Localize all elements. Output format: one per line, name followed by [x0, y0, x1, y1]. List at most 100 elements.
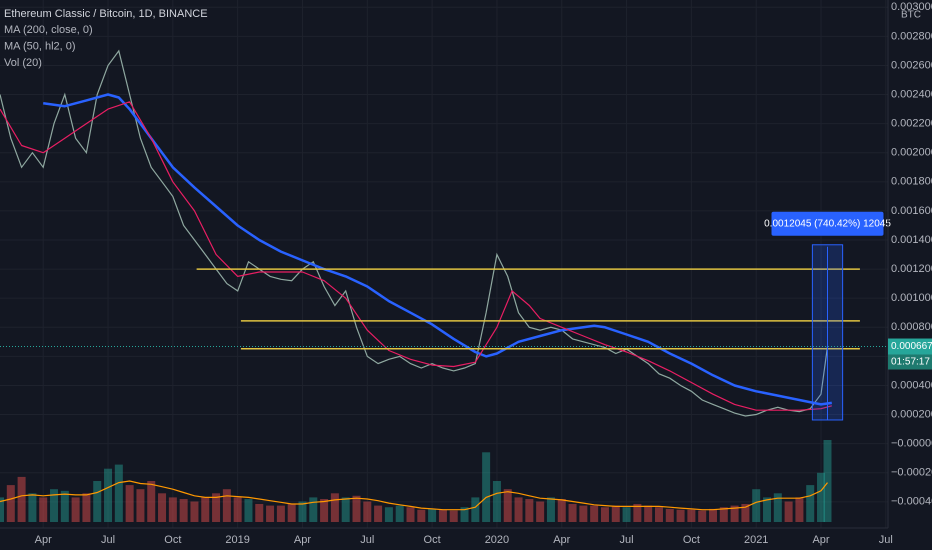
volume-bar — [568, 503, 577, 522]
y-tick-label: 0.0022000 — [891, 118, 932, 130]
volume-bar — [28, 493, 37, 522]
volume-bar — [449, 510, 458, 522]
volume-bar — [622, 507, 631, 522]
volume-bar — [17, 476, 26, 522]
y-tick-label: 0.0008000 — [891, 321, 932, 333]
volume-ma-line — [0, 480, 828, 511]
y-tick-label: −0.0002000 — [891, 467, 932, 479]
volume-bar — [795, 497, 804, 522]
y-tick-label: 0.0026000 — [891, 59, 932, 71]
volume-bar — [255, 503, 264, 522]
legend-entry: MA (200, close, 0) — [4, 24, 93, 36]
x-tick-label: 2019 — [225, 534, 249, 546]
countdown-box — [888, 354, 932, 370]
x-tick-label: Jul — [620, 534, 634, 546]
volume-bar — [492, 481, 501, 522]
volume-bar — [823, 440, 832, 522]
chart-title: Ethereum Classic / Bitcoin, 1D, BINANCE — [4, 8, 208, 20]
volume-bar — [579, 505, 588, 522]
volume-bar — [50, 489, 59, 522]
measure-label-box — [771, 211, 884, 236]
volume-bar — [60, 490, 69, 522]
y-tick-label: 0.0016000 — [891, 205, 932, 217]
volume-bar — [93, 481, 102, 522]
volume-bar — [784, 501, 793, 522]
x-tick-label: Apr — [812, 534, 829, 546]
volume-bar — [633, 503, 642, 522]
volume-bar — [590, 505, 599, 522]
volume-bar — [428, 508, 437, 522]
volume-bar — [114, 464, 123, 522]
volume-bar — [341, 497, 350, 522]
x-tick-label: Apr — [294, 534, 311, 546]
volume-bar — [806, 485, 815, 522]
price-line — [0, 49, 829, 417]
ma-line — [43, 93, 832, 406]
y-tick-label: 0.0012000 — [891, 263, 932, 275]
legend-entry: MA (50, hl2, 0) — [4, 40, 76, 52]
volume-bar — [363, 501, 372, 522]
x-tick-label: Apr — [553, 534, 570, 546]
volume-bar — [244, 499, 253, 522]
volume-bar — [330, 493, 339, 522]
volume-bar — [39, 497, 48, 522]
price-label-box — [888, 338, 932, 355]
legend-entry: Vol (20) — [4, 57, 42, 69]
volume-bar — [320, 499, 329, 522]
volume-bar — [266, 505, 275, 522]
x-tick-label: Oct — [164, 534, 181, 546]
price-label: 0.0006677 — [891, 341, 932, 352]
volume-bar — [222, 489, 231, 522]
y-tick-label: 0.0028000 — [891, 30, 932, 42]
volume-bar — [104, 468, 113, 522]
ma-line — [0, 101, 832, 411]
volume-bar — [460, 507, 469, 522]
volume-bar — [773, 493, 782, 522]
grid — [0, 0, 888, 528]
volume-bar — [741, 503, 750, 522]
x-tick-label: Jul — [101, 534, 115, 546]
volume-bar — [546, 497, 555, 522]
measure-label: 0.0012045 (740.42%) 12045 — [764, 218, 891, 229]
volume-bar — [136, 489, 145, 522]
volume-bar — [212, 493, 221, 522]
x-tick-label: Oct — [683, 534, 700, 546]
x-tick-label: Apr — [35, 534, 52, 546]
volume-bar — [600, 507, 609, 522]
volume-bar — [0, 497, 4, 522]
volume-bar — [71, 497, 80, 522]
volume-bar — [719, 507, 728, 522]
x-tick-label: Jul — [360, 534, 374, 546]
volume-bar — [125, 485, 134, 522]
volume-bar — [514, 497, 523, 522]
y-tick-label: 0.0014000 — [891, 234, 932, 246]
x-tick-label: Jul — [879, 534, 893, 546]
volume-bar — [158, 493, 167, 522]
volume-bar — [298, 501, 307, 522]
volume-bar — [665, 508, 674, 522]
y-tick-label: 0.0002000 — [891, 408, 932, 420]
countdown-label: 01:57:17 — [891, 357, 930, 368]
volume-bar — [471, 497, 480, 522]
volume-bar — [817, 472, 826, 522]
volume-bar — [698, 510, 707, 522]
volume-bar — [525, 499, 534, 522]
volume-bar — [482, 452, 491, 522]
y-tick-label: −0.0004000 — [891, 496, 932, 508]
legend: Ethereum Classic / Bitcoin, 1D, BINANCE … — [4, 8, 208, 69]
plot: 0.0012045 (740.42%) 12045 — [0, 49, 891, 522]
volume-bar — [190, 501, 199, 522]
volume-bar — [395, 505, 404, 522]
volume-bar — [611, 505, 620, 522]
y-tick-label: 0.0030000 — [891, 1, 932, 13]
volume-bar — [384, 507, 393, 522]
volume-bar — [752, 489, 761, 522]
y-tick-label: 0.0004000 — [891, 379, 932, 391]
volume-bar — [233, 497, 242, 522]
volume-bar — [503, 489, 512, 522]
volume-bar — [287, 503, 296, 522]
